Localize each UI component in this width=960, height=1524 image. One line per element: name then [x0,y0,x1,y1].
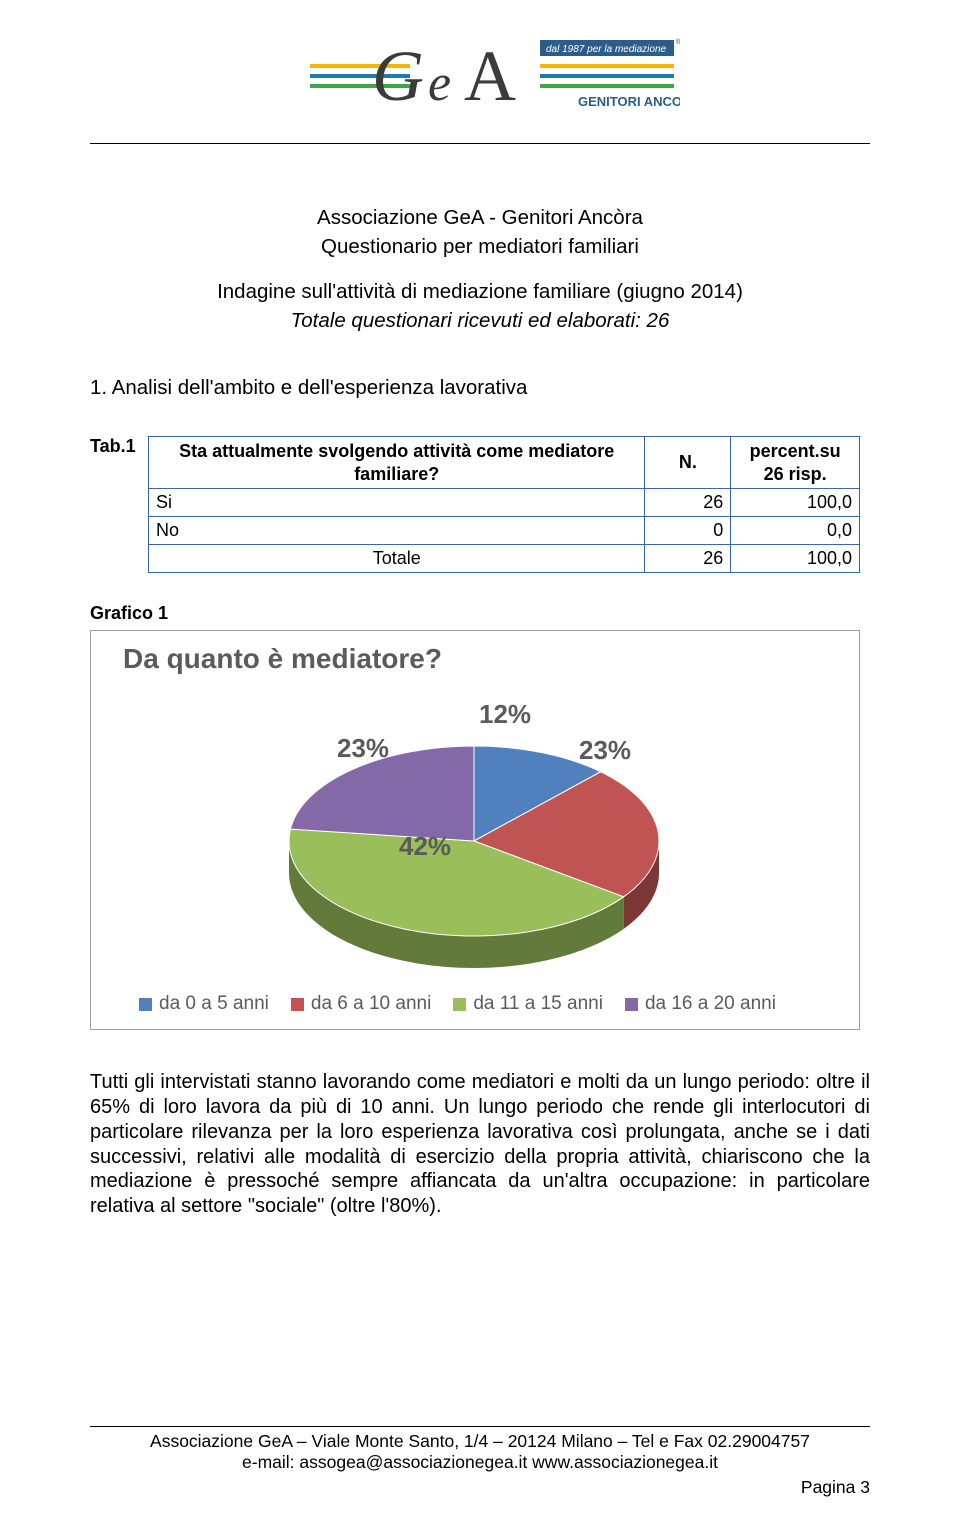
intro-title: Associazione GeA - Genitori Ancòra [90,204,870,231]
footer: Associazione GeA – Viale Monte Santo, 1/… [90,1426,870,1498]
chart-1-title: Da quanto è mediatore? [123,643,841,675]
cell: 100,0 [731,489,860,517]
legend-label: da 6 a 10 anni [311,993,431,1015]
svg-text:GENITORI ANCORA: GENITORI ANCORA [578,94,680,109]
svg-text:®: ® [676,38,680,46]
intro-totale: Totale questionari ricevuti ed elaborati… [90,307,870,334]
cell: 0,0 [731,517,860,545]
footer-rule [90,1426,870,1427]
intro-block: Associazione GeA - Genitori Ancòra Quest… [90,204,870,334]
legend-swatch-icon [291,998,304,1011]
cell: 26 [645,489,731,517]
pct-label-2: 42% [399,831,451,862]
footer-line-2: e-mail: assogea@associazionegea.it www.a… [90,1452,870,1473]
table-1-col-p-l2: 26 risp. [764,464,827,484]
table-1: Sta attualmente svolgendo attività come … [148,436,860,573]
legend-swatch-icon [139,998,152,1011]
chart-1-box: Da quanto è mediatore? 12% 23% 42% 23% d… [90,630,860,1030]
legend-swatch-icon [625,998,638,1011]
legend-item: da 0 a 5 anni [139,993,269,1015]
svg-text:e: e [428,55,451,112]
table-1-col-p: percent.su 26 risp. [731,437,860,489]
cell: No [149,517,645,545]
pie-svg [109,681,839,981]
legend-item: da 16 a 20 anni [625,993,776,1015]
logo-icon: G e A dal 1987 per la mediazione ® GENIT… [280,34,680,130]
table-row: Si 26 100,0 [149,489,860,517]
logo-block: G e A dal 1987 per la mediazione ® GENIT… [90,34,870,135]
svg-text:G: G [372,36,424,116]
cell: 0 [645,517,731,545]
pct-label-0: 12% [479,699,531,730]
body-paragraph: Tutti gli intervistati stanno lavorando … [90,1070,870,1219]
cell: Si [149,489,645,517]
pct-label-1: 23% [579,735,631,766]
pct-label-3: 23% [337,733,389,764]
footer-line-1: Associazione GeA – Viale Monte Santo, 1/… [90,1431,870,1452]
table-1-col-n: N. [645,437,731,489]
legend-swatch-icon [453,998,466,1011]
chart-legend: da 0 a 5 anni da 6 a 10 anni da 11 a 15 … [139,993,841,1015]
table-1-col-p-l1: percent.su [750,441,841,461]
cell: 26 [645,545,731,573]
intro-subtitle: Questionario per mediatori familiari [90,233,870,260]
table-1-block: Tab.1 Sta attualmente svolgendo attività… [90,436,870,573]
page-number: Pagina 3 [90,1477,870,1498]
header-rule [90,143,870,144]
section-1-title: 1. Analisi dell'ambito e dell'esperienza… [90,376,870,400]
legend-label: da 11 a 15 anni [473,993,603,1015]
page: G e A dal 1987 per la mediazione ® GENIT… [0,0,960,1524]
legend-label: da 16 a 20 anni [645,993,776,1015]
svg-text:A: A [464,36,516,116]
cell: Totale [149,545,645,573]
table-row-total: Totale 26 100,0 [149,545,860,573]
legend-item: da 11 a 15 anni [453,993,603,1015]
svg-text:dal 1987 per la mediazione: dal 1987 per la mediazione [546,44,667,55]
table-1-id: Tab.1 [90,436,148,457]
pie-chart: 12% 23% 42% 23% [109,681,839,981]
intro-indagine: Indagine sull'attività di mediazione fam… [90,278,870,305]
table-row: No 0 0,0 [149,517,860,545]
cell: 100,0 [731,545,860,573]
legend-label: da 0 a 5 anni [159,993,269,1015]
legend-item: da 6 a 10 anni [291,993,431,1015]
grafico-1-label: Grafico 1 [90,603,870,624]
table-1-question: Sta attualmente svolgendo attività come … [149,437,645,489]
